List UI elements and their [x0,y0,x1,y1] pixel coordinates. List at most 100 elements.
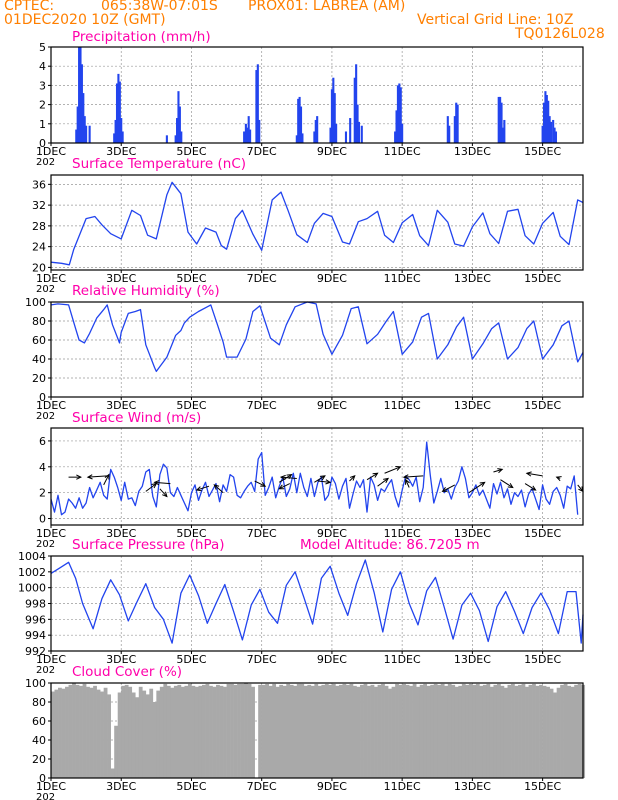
year-label: 202 [36,665,55,676]
cloud-bar [166,685,171,778]
cloud-bar [230,683,234,778]
wind-arrow-shaft [384,466,401,474]
cloud-bar [409,685,413,778]
wind-arrow-head [153,480,160,486]
y-tick-label: 0 [39,137,46,150]
cloud-bar [124,684,129,778]
wind-arrow-head [325,479,332,485]
wind-arrow-head [260,481,267,487]
precip-bar [394,131,397,143]
cloud-bar [201,684,206,778]
wind-arrow-shaft [442,484,456,492]
precip-bar [396,85,399,143]
cloud-bar [209,685,213,778]
cloud-bar [268,685,273,778]
cloud-bar [219,685,224,778]
precip-bar [180,131,183,143]
cloud-bar [374,686,378,778]
cloud-bar [131,692,136,778]
cloud-bar [194,686,199,778]
cloud-bar [423,683,428,778]
cloud-bar [486,683,491,778]
cloud-bar [75,684,80,778]
y-tick-label: 994 [25,629,46,642]
cloud-bar [345,684,350,778]
precip-bar [121,131,124,143]
cloud-bar [152,702,157,778]
precip-bar [360,125,363,143]
cloud-bar [293,685,298,778]
wind-arrow-shaft [278,474,292,483]
cloud-bar [251,686,255,778]
cloud-bar [377,684,382,778]
wind-arrow-head [278,484,285,490]
cloud-bar [451,684,456,778]
precip-bar [174,135,177,143]
cloud-bar [444,685,449,778]
cloud-bar [496,683,501,778]
y-tick-label: 36 [32,178,46,191]
panel-title: Relative Humidity (%) [72,283,220,299]
cloud-bar [240,683,245,778]
wind-arrow-shaft [280,476,297,479]
precip-bar [85,125,88,143]
y-tick-label: 40 [32,734,46,747]
x-tick-label: 5DEC [176,272,206,285]
precip-bar [117,73,120,143]
cloud-bar [300,683,305,778]
y-tick-label: 2 [39,99,46,112]
y-tick-label: 998 [25,598,46,611]
wind-arrow-head [497,468,504,474]
precip-bar [353,77,356,143]
y-tick-label: 0 [39,772,46,785]
cloud-bar [279,684,284,778]
cloud-bar [525,686,529,778]
precip-bar [552,119,555,143]
panel-2: 20 24 28 32 36 1DEC 3DEC 5DEC 7DEC 9DEC 11DEC 13DEC… [32,156,584,295]
y-tick-label: 1004 [18,550,46,563]
precip-bar [118,81,121,143]
cloud-bar [65,686,69,778]
wind-arrow-head [525,471,532,477]
cloud-bar [388,688,392,778]
precip-bar [295,135,298,143]
precip-bar [501,127,504,143]
cloud-bar [482,684,487,778]
x-tick-label: 13DEC [454,653,491,666]
cloud-bar [265,683,270,778]
precip-bar [247,116,250,143]
cloud-bar [514,685,519,778]
cloud-bar [107,694,111,778]
x-tick-label: 11DEC [384,527,421,540]
x-tick-label: 7DEC [247,272,277,285]
x-tick-label: 7DEC [247,653,277,666]
cloud-bar [461,683,466,778]
cloud-bar [142,690,147,778]
precip-bar [78,47,81,143]
cloud-bar [135,697,140,778]
precip-bar [499,96,502,143]
cloud-bar [110,768,115,778]
cloud-bar [367,685,371,778]
wind-arrow-shaft [468,481,485,494]
cloud-bar [338,684,343,778]
wind-arrow-shaft [349,475,356,482]
x-tick-label: 7DEC [247,145,277,158]
y-tick-label: 1 [39,118,46,131]
wind-arrow-head [383,477,390,484]
cloud-bar [247,683,252,778]
x-tick-label: 5DEC [176,780,206,793]
cloud-bar [391,686,396,778]
cloud-bar [237,683,241,778]
year-label: 202 [36,157,55,168]
cloud-bar [553,692,557,778]
precip-bar [177,91,180,143]
precip-bar [349,118,352,143]
wind-arrow-head [402,474,409,480]
cloud-bar [405,684,410,778]
wind-arrow-head [479,481,486,487]
cloud-bar [335,685,340,778]
precip-bar [333,93,336,143]
cloud-bar [331,683,336,778]
